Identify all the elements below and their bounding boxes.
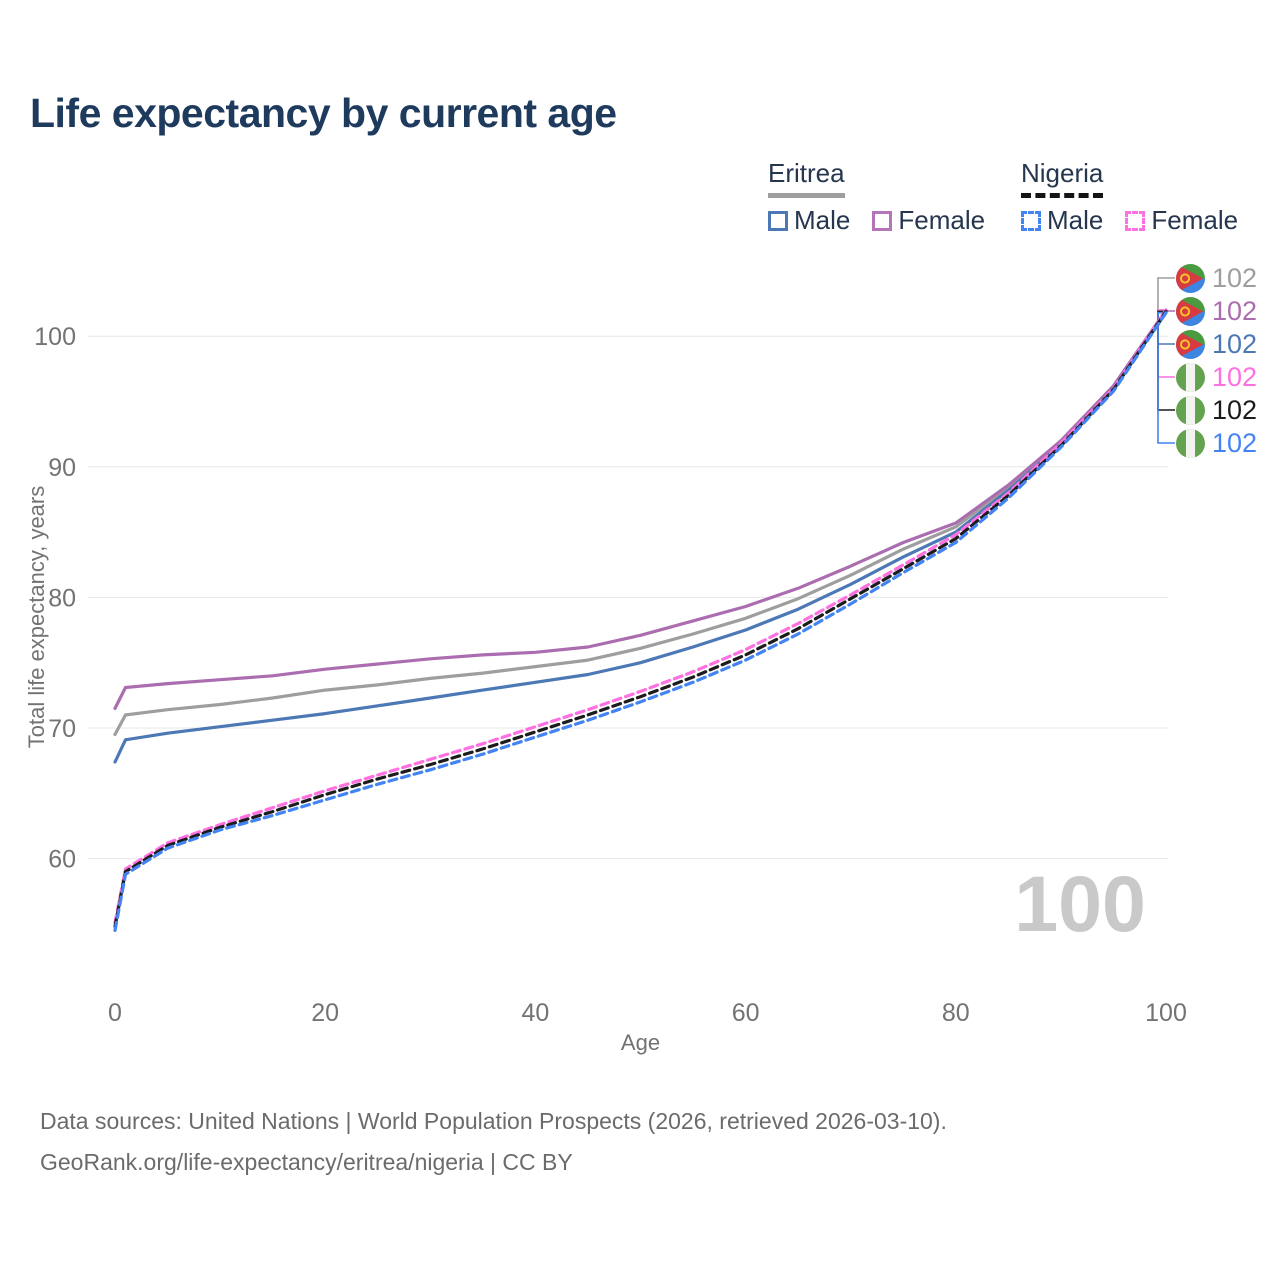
- end-label-value: 102: [1212, 328, 1258, 359]
- y-tick-label-60: 60: [48, 846, 76, 874]
- legend-country-eritrea: Eritrea: [768, 158, 845, 198]
- series-line-nigeria-female[interactable]: [113, 308, 1168, 925]
- nigeria-female-swatch-icon: [1125, 210, 1146, 231]
- series-line-eritrea-male[interactable]: [113, 311, 1168, 764]
- end-label-value: 102: [1212, 361, 1258, 392]
- x-tick-label-100: 100: [1145, 999, 1187, 1027]
- series-line-eritrea-total[interactable]: [113, 309, 1168, 737]
- x-tick-label-40: 40: [521, 999, 549, 1027]
- eritrea-female-swatch-icon: [872, 210, 893, 231]
- end-label-row-nigeria-female: 102: [1176, 362, 1257, 392]
- legend-item-nigeria-female[interactable]: Female: [1125, 205, 1238, 236]
- end-label-row-nigeria-male: 102: [1176, 428, 1257, 458]
- legend-group-nigeria: Nigeria Male Female: [1021, 158, 1238, 236]
- leader-line-eritrea-total: [1157, 277, 1175, 313]
- legend-item-eritrea-male[interactable]: Male: [768, 205, 850, 236]
- legend-item-nigeria-male[interactable]: Male: [1021, 205, 1103, 236]
- y-tick-label-80: 80: [48, 584, 76, 612]
- x-tick-label-60: 60: [732, 999, 760, 1027]
- current-age-counter: 100: [1014, 859, 1146, 948]
- nigeria-flag-icon: [1176, 395, 1205, 425]
- legend-label: Male: [794, 205, 851, 235]
- series-line-eritrea-female[interactable]: [113, 308, 1168, 710]
- x-tick-label-80: 80: [942, 999, 970, 1027]
- footer: Data sources: United Nations | World Pop…: [40, 1101, 947, 1183]
- y-tick-label-90: 90: [48, 454, 76, 482]
- end-label-row-eritrea-female: 102: [1176, 296, 1257, 326]
- x-tick-label-0: 0: [108, 999, 122, 1027]
- end-label-row-eritrea-male: 102: [1176, 329, 1257, 359]
- legend-group-eritrea: Eritrea Male Female: [768, 158, 985, 236]
- end-label-row-eritrea-total: 102: [1176, 263, 1257, 293]
- eritrea-flag-icon: [1176, 329, 1205, 359]
- y-tick-label-70: 70: [48, 715, 76, 743]
- series-line-nigeria-total[interactable]: [113, 309, 1168, 929]
- end-label-row-nigeria-total: 102: [1176, 395, 1257, 425]
- leader-line-nigeria-male: [1157, 311, 1175, 444]
- page-title: Life expectancy by current age: [30, 90, 617, 136]
- nigeria-male-swatch-icon: [1021, 210, 1041, 231]
- leader-line-nigeria-total: [1157, 310, 1175, 411]
- legend-item-eritrea-female[interactable]: Female: [872, 205, 985, 236]
- nigeria-flag-icon: [1176, 428, 1205, 458]
- eritrea-flag-icon: [1176, 296, 1205, 326]
- end-label-value: 102: [1212, 427, 1258, 458]
- footer-attribution: GeoRank.org/life-expectancy/eritrea/nige…: [40, 1149, 573, 1175]
- y-axis-title: Total life expectancy, years: [24, 486, 49, 749]
- eritrea-male-swatch-icon: [768, 210, 788, 231]
- y-tick-label-100: 100: [34, 323, 76, 351]
- legend-label: Female: [1151, 205, 1239, 235]
- nigeria-flag-icon: [1176, 362, 1205, 392]
- x-tick-label-20: 20: [311, 999, 339, 1027]
- legend-label: Female: [898, 205, 986, 235]
- end-label-value: 102: [1212, 295, 1258, 326]
- legend-label: Male: [1047, 205, 1104, 235]
- series-line-nigeria-male[interactable]: [113, 311, 1168, 932]
- eritrea-flag-icon: [1176, 263, 1205, 293]
- legend-country-nigeria: Nigeria: [1021, 158, 1104, 198]
- x-axis-title: Age: [621, 1030, 660, 1055]
- footer-sources: Data sources: United Nations | World Pop…: [40, 1108, 947, 1134]
- end-label-value: 102: [1212, 394, 1258, 425]
- end-label-value: 102: [1212, 262, 1258, 293]
